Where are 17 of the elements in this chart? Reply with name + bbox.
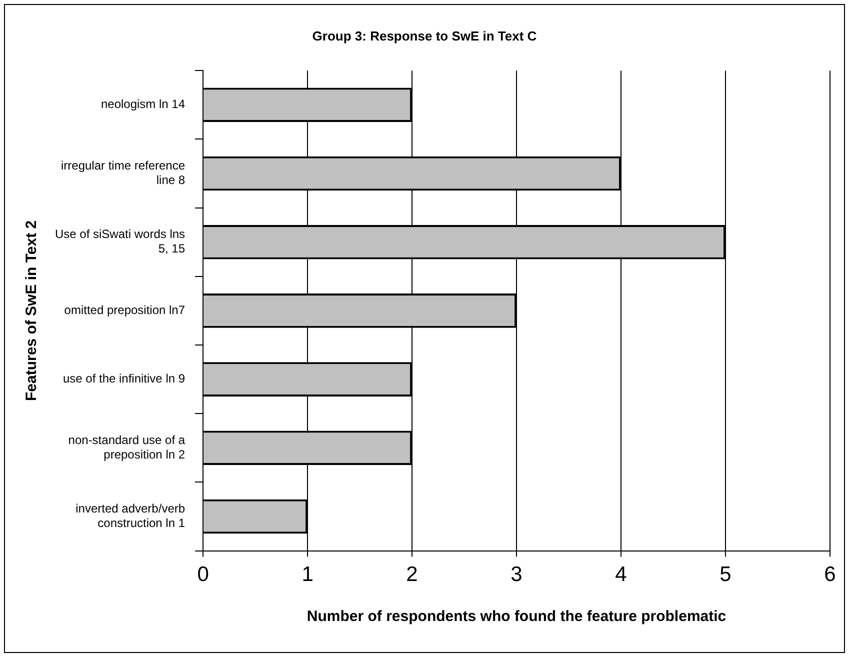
x-tick-label: 2 bbox=[406, 563, 418, 586]
x-tick-label: 0 bbox=[197, 563, 209, 586]
x-tick-label: 1 bbox=[302, 563, 314, 586]
y-tick-label: inverted adverb/verb construction ln 1 bbox=[76, 502, 186, 530]
y-tick-label: use of the infinitive ln 9 bbox=[62, 372, 186, 386]
x-tick-label: 3 bbox=[510, 563, 522, 586]
y-axis-title: Features of SwE in Text 2 bbox=[23, 220, 40, 402]
y-tick-label: non-standard use of a preposition ln 2 bbox=[68, 433, 186, 462]
chart-title: Group 3: Response to SwE in Text C bbox=[312, 28, 538, 44]
y-tick-label: irregular time reference line 8 bbox=[60, 158, 186, 188]
x-axis-title: Number of respondents who found the feature problematic bbox=[306, 608, 726, 626]
x-tick-label: 5 bbox=[720, 563, 732, 586]
x-tick-label: 6 bbox=[824, 563, 836, 586]
y-tick-label: omitted preposition ln7 bbox=[64, 303, 186, 318]
y-tick-label: neologism ln 14 bbox=[100, 97, 186, 112]
x-tick-label: 4 bbox=[615, 563, 628, 586]
y-tick-label: Use of siSwati words lns 5, 15 bbox=[54, 227, 186, 256]
